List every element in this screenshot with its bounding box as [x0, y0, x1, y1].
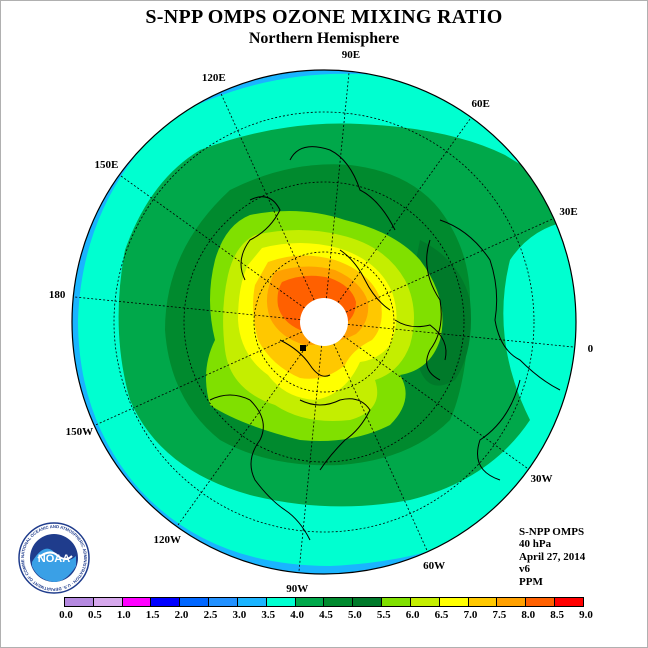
colorbar-segment	[324, 598, 354, 606]
colorbar-segment	[151, 598, 181, 606]
meridian-line	[345, 218, 554, 313]
longitude-label: 180	[48, 289, 66, 302]
meridian-line	[94, 331, 303, 426]
colorbar-tick-label: 8.0	[521, 609, 536, 621]
ozone-field	[72, 70, 576, 574]
colorbar-tick-label: 5.5	[376, 609, 391, 621]
colorbar-segment	[122, 598, 152, 606]
meridian-line	[347, 323, 575, 348]
longitude-label: 30E	[559, 205, 578, 218]
colorbar-tick-label: 1.0	[116, 609, 131, 621]
meridian-line	[73, 296, 301, 321]
colorbar-tick-label: 7.5	[492, 609, 507, 621]
longitude-label: 0	[587, 342, 594, 355]
colorbar-tick-label: 3.5	[261, 609, 276, 621]
info-date: April 27, 2014	[519, 550, 586, 563]
longitude-label: 60E	[471, 98, 490, 111]
colorbar-tick-label: 7.0	[463, 609, 478, 621]
info-units: PPM	[519, 575, 543, 588]
longitude-label: 150E	[94, 159, 119, 172]
meridian-line	[176, 341, 311, 527]
map-title: S-NPP OMPS OZONE MIXING RATIO	[145, 6, 503, 28]
colorbar-tick-label: 0.5	[88, 609, 102, 621]
meridian-line	[337, 117, 472, 303]
meridian-line	[343, 335, 529, 470]
colorbar-segment	[237, 598, 267, 606]
colorbar-tick-label: 8.5	[550, 609, 564, 621]
colorbar-segment	[382, 598, 411, 606]
meridian-line	[220, 92, 315, 301]
longitude-label: 90W	[286, 582, 309, 595]
station-marker	[300, 345, 306, 351]
colorbar-tick-label: 3.0	[232, 609, 247, 621]
colorbar-segment	[266, 598, 296, 606]
colorbar-ticks: 0.0 0.5 1.0 1.5 2.0 2.5 3.0 3.5 4.0 4.5 5.0 5.5 6.0 6…	[0, 609, 648, 623]
colorbar-tick-label: 6.5	[434, 609, 449, 621]
coastlines	[209, 146, 561, 541]
polar-gap	[300, 298, 348, 346]
map-boundary	[71, 69, 577, 575]
meridian-line	[325, 71, 350, 299]
colorbar-segment	[439, 598, 469, 606]
colorbar-segment	[526, 598, 556, 606]
colorbar-segment	[93, 598, 123, 606]
colorbar-tick-label: 2.0	[174, 609, 189, 621]
meridian-line	[119, 174, 305, 309]
colorbar-tick-label: 0.0	[59, 609, 73, 621]
colorbar-segment	[555, 598, 583, 606]
colorbar-tick-label: 6.0	[405, 609, 420, 621]
colorbar-tick-label: 4.0	[290, 609, 304, 621]
logo-text: NOAA	[38, 553, 70, 565]
colorbar-tick-label: 2.5	[203, 609, 218, 621]
colorbar-segment	[353, 598, 383, 606]
longitude-label: 30W	[530, 472, 553, 485]
info-block: S-NPP OMPS 40 hPa April 27, 2014 v6 PPM	[519, 526, 585, 588]
colorbar-segment	[468, 598, 498, 606]
colorbar-tick-label: 4.5	[319, 609, 333, 621]
map-subtitle: Northern Hemisphere	[248, 30, 400, 47]
info-instrument: S-NPP OMPS	[519, 526, 585, 538]
colorbar-segment	[497, 598, 527, 606]
longitude-label: 90E	[341, 49, 361, 62]
colorbar-segment	[410, 598, 440, 606]
longitude-label: 150W	[65, 426, 94, 439]
longitude-label: 120W	[153, 533, 181, 546]
colorbar-segment	[65, 598, 94, 606]
graticule	[73, 71, 575, 573]
meridian-line	[298, 345, 323, 573]
noaa-logo-icon: NOAA NATIONAL OCEANIC AND ATMOSPHERIC AD…	[18, 522, 90, 594]
colorbar-segment	[209, 598, 238, 606]
meridian-line	[333, 343, 428, 552]
info-level: 40 hPa	[519, 538, 552, 551]
colorbar-tick-label: 9.0	[579, 609, 593, 621]
colorbar-segment	[180, 598, 210, 606]
colorbar-segment	[295, 598, 325, 606]
longitude-label: 60W	[423, 560, 446, 573]
colorbar	[64, 597, 584, 607]
longitude-label: 120E	[201, 71, 226, 84]
colorbar-tick-label: 5.0	[348, 609, 362, 621]
colorbar-tick-label: 1.5	[145, 609, 160, 621]
info-version: v6	[519, 563, 530, 576]
